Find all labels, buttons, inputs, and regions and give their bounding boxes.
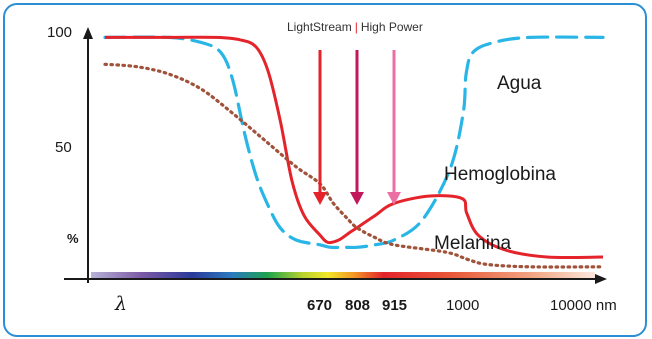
laser-arrowhead-915 bbox=[387, 192, 401, 205]
y-axis-arrow bbox=[83, 27, 93, 39]
laser-arrowhead-808 bbox=[350, 192, 364, 205]
x-axis-arrow bbox=[595, 274, 607, 284]
series-hemoglobina-line bbox=[105, 35, 604, 260]
laser-arrowhead-670 bbox=[313, 192, 327, 205]
y-tick-50: 50 bbox=[55, 139, 72, 156]
y-tick-100: 100 bbox=[47, 24, 72, 41]
absorption-chart: 100 50 % λ 670 808 915 1000 10000 nm Lig… bbox=[47, 20, 617, 315]
y-axis-label: % bbox=[67, 231, 79, 246]
x-tick-915: 915 bbox=[382, 297, 407, 314]
banner-lightstream: LightStream bbox=[287, 20, 352, 34]
x-tick-808: 808 bbox=[345, 297, 370, 314]
x-tick-10000: 10000 nm bbox=[550, 297, 617, 314]
x-tick-1000: 1000 bbox=[446, 297, 479, 314]
banner-separator: | bbox=[355, 20, 358, 34]
banner-highpower: High Power bbox=[361, 20, 423, 34]
spectrum-band bbox=[91, 272, 595, 278]
x-tick-670: 670 bbox=[307, 297, 332, 314]
laser-arrows bbox=[313, 50, 401, 205]
series-agua-line bbox=[103, 35, 605, 250]
series-label-agua: Agua bbox=[497, 73, 542, 94]
series-label-hemoglobina: Hemoglobina bbox=[444, 164, 556, 185]
series-melanina-line bbox=[103, 62, 605, 269]
chart-frame: 100 50 % λ 670 808 915 1000 10000 nm Lig… bbox=[3, 3, 647, 337]
banner-text: LightStream | High Power bbox=[287, 20, 423, 34]
x-axis-label: λ bbox=[114, 293, 127, 315]
series-label-melanina: Melanina bbox=[434, 233, 512, 254]
